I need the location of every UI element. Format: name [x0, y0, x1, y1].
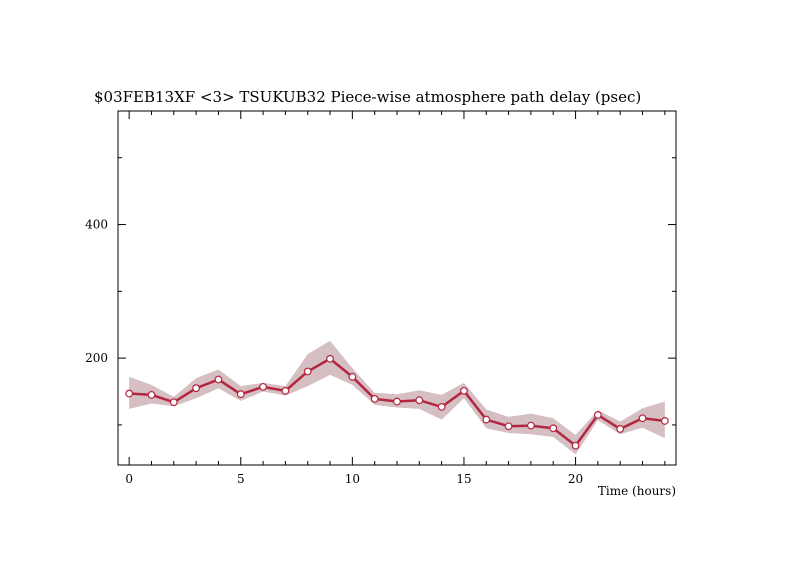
x-tick-label: 20	[568, 472, 583, 486]
data-point	[303, 367, 312, 376]
data-point	[415, 396, 424, 405]
x-tick-label: 5	[237, 472, 245, 486]
x-tick-label: 10	[345, 472, 360, 486]
data-point	[370, 394, 379, 403]
plot-frame	[117, 110, 677, 466]
chart-title: $03FEB13XF <3> TSUKUB32 Piece-wise atmos…	[94, 88, 641, 106]
data-point	[281, 386, 290, 395]
data-point	[348, 372, 357, 381]
data-point	[660, 417, 669, 425]
data-point	[593, 411, 602, 419]
y-tick-label: 400	[85, 218, 108, 232]
data-point	[527, 421, 535, 430]
data-point	[236, 390, 245, 399]
uncertainty-band	[129, 340, 665, 455]
data-point	[616, 425, 625, 433]
data-point	[504, 422, 513, 431]
data-point	[259, 382, 267, 391]
data-point	[437, 402, 446, 411]
data-point	[460, 386, 468, 395]
data-point	[482, 415, 491, 424]
x-tick-label: 15	[456, 472, 471, 486]
data-point	[638, 414, 647, 423]
y-tick-label: 200	[85, 351, 108, 365]
x-tick-label: 0	[125, 472, 133, 486]
data-point	[169, 398, 178, 407]
data-point	[214, 375, 223, 384]
data-point	[393, 397, 401, 406]
data-point	[192, 384, 201, 393]
data-point	[125, 389, 134, 398]
x-axis-label: Time (hours)	[598, 484, 676, 498]
data-point	[549, 424, 558, 433]
data-point	[147, 390, 156, 399]
data-point	[571, 441, 580, 450]
data-point	[326, 354, 334, 363]
